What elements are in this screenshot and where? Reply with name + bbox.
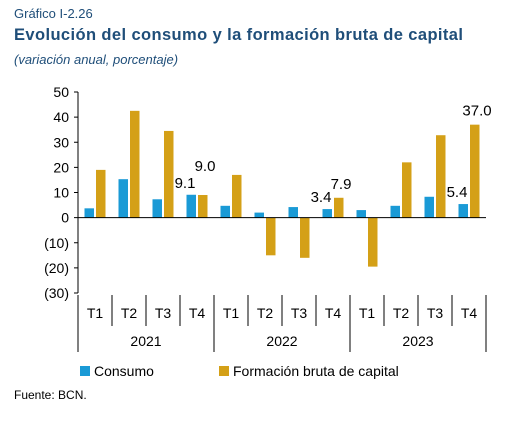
- bar-consumo-1: [118, 179, 128, 218]
- x-tick-label: T4: [325, 305, 342, 321]
- bar-consumo-8: [356, 210, 366, 218]
- bar-fbk-7: [334, 197, 344, 218]
- x-tick-label: T4: [189, 305, 206, 321]
- source-note: Fuente: BCN.: [14, 388, 87, 402]
- x-tick-label: T3: [155, 305, 172, 321]
- bar-consumo-2: [152, 199, 162, 218]
- data-label: 7.9: [331, 176, 352, 193]
- bar-fbk-4: [232, 174, 242, 218]
- bar-fbk-0: [96, 169, 106, 218]
- legend-item-consumo: Consumo: [80, 363, 154, 379]
- legend-swatch-consumo: [80, 366, 90, 376]
- bar-consumo-7: [322, 209, 332, 218]
- data-label: 9.0: [195, 158, 216, 175]
- chart-kicker: Gráfico I-2.26: [14, 6, 93, 21]
- y-tick-label: 20: [53, 159, 69, 175]
- data-label: 9.1: [175, 175, 196, 192]
- bar-fbk-10: [436, 135, 446, 218]
- bar-fbk-6: [300, 217, 310, 258]
- x-tick-label: T3: [291, 305, 308, 321]
- y-tick-label: 50: [53, 84, 69, 100]
- x-tick-label: T1: [223, 305, 240, 321]
- data-label: 3.4: [311, 189, 332, 206]
- bar-consumo-10: [424, 196, 434, 218]
- y-tick-label: (10): [44, 235, 69, 251]
- bar-consumo-3: [186, 194, 196, 218]
- x-group-label: 2022: [266, 333, 297, 349]
- y-tick-label: (20): [44, 260, 69, 276]
- x-tick-label: T2: [393, 305, 410, 321]
- x-tick-label: T1: [359, 305, 376, 321]
- data-label: 37.0: [462, 103, 491, 120]
- x-tick-label: T2: [257, 305, 274, 321]
- bar-fbk-2: [164, 130, 174, 218]
- bar-consumo-4: [220, 205, 230, 218]
- legend-swatch-fbk: [219, 366, 229, 376]
- bar-fbk-5: [266, 217, 276, 256]
- data-label: 5.4: [447, 184, 468, 201]
- x-tick-label: T2: [121, 305, 138, 321]
- bar-consumo-0: [84, 208, 94, 218]
- bar-fbk-9: [402, 162, 412, 218]
- bar-fbk-8: [368, 217, 378, 267]
- x-tick-label: T3: [427, 305, 444, 321]
- y-tick-label: 10: [53, 185, 69, 201]
- bar-consumo-9: [390, 205, 400, 218]
- bar-fbk-3: [198, 195, 208, 218]
- bar-consumo-6: [288, 207, 298, 218]
- x-group-label: 2023: [402, 333, 433, 349]
- y-tick-label: 0: [61, 210, 69, 226]
- legend-label-consumo: Consumo: [94, 363, 154, 379]
- x-group-label: 2021: [130, 333, 161, 349]
- y-tick-label: (30): [44, 285, 69, 301]
- legend-label-fbk: Formación bruta de capital: [233, 363, 399, 379]
- chart-subtitle: (variación anual, porcentaje): [14, 52, 179, 67]
- y-tick-label: 30: [53, 134, 69, 150]
- y-tick-label: 40: [53, 109, 69, 125]
- chart-title: Evolución del consumo y la formación bru…: [14, 26, 464, 44]
- x-tick-label: T4: [461, 305, 478, 321]
- bar-consumo-11: [458, 204, 468, 218]
- bar-fbk-11: [470, 124, 480, 218]
- bar-fbk-1: [130, 110, 140, 218]
- bar-consumo-5: [254, 212, 264, 218]
- x-tick-label: T1: [87, 305, 104, 321]
- legend-item-fbk: Formación bruta de capital: [219, 363, 399, 379]
